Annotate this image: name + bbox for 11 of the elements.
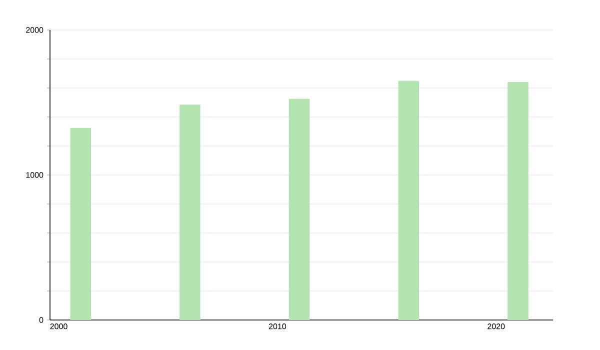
bar bbox=[508, 82, 528, 320]
x-tick-label: 2010 bbox=[268, 324, 286, 330]
bar bbox=[398, 80, 420, 320]
bar bbox=[70, 128, 92, 320]
y-tick-label: 2000 bbox=[26, 27, 44, 33]
bar bbox=[180, 104, 200, 320]
bar bbox=[288, 98, 310, 320]
y-tick-label: 0 bbox=[39, 317, 44, 323]
y-tick-label: 1000 bbox=[26, 172, 44, 178]
x-tick-label: 2020 bbox=[488, 324, 505, 330]
x-tick-label: 2000 bbox=[50, 324, 68, 330]
